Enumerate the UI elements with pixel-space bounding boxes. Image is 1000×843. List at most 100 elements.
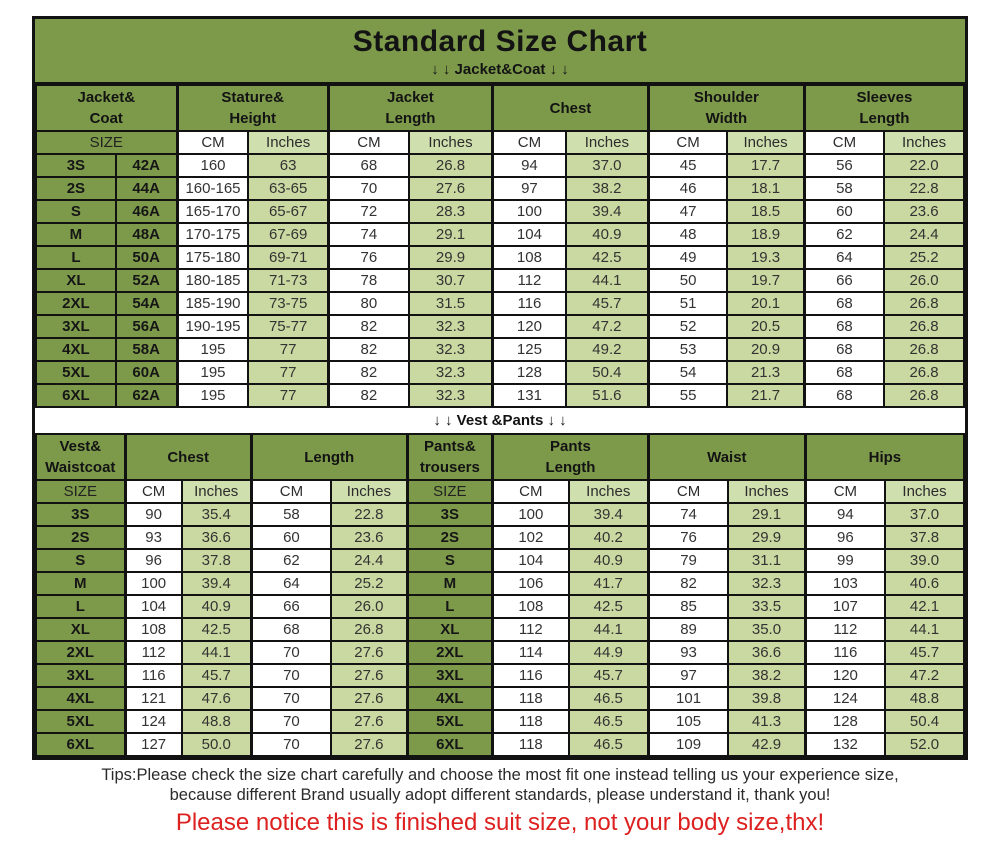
column-header-stature-height: Stature& Height <box>176 84 330 132</box>
pants-length-inches-cell: 46.5 <box>567 709 650 734</box>
jacket-length-cm-cell: 82 <box>327 383 411 408</box>
jacket-length-inches-cell: 26.8 <box>408 153 495 178</box>
table-row: 3S 90 35.4 58 22.8 3S 100 39.4 74 29.1 94 37.0 <box>34 502 965 527</box>
sleeves-cm-cell: 58 <box>803 176 886 201</box>
table-row: 3XL 116 45.7 70 27.6 3XL 116 45.7 97 38.2 120 47.2 <box>34 663 965 688</box>
cm-header-cell: CM <box>647 479 730 504</box>
waist-cm-cell: 109 <box>647 732 730 757</box>
jacket-length-inches-cell: 32.3 <box>408 360 495 385</box>
column-header-pants-length: Pants Length <box>491 433 650 481</box>
pants-length-cm-cell: 118 <box>491 686 570 711</box>
hips-cm-cell: 103 <box>804 571 887 596</box>
sleeves-cm-cell: 68 <box>803 383 886 408</box>
size-code-cell: 48A <box>114 222 179 247</box>
vest-unit-header-row: SIZE CM Inches CM Inches SIZE CM Inches … <box>34 479 965 504</box>
pants-size-cell: 4XL <box>406 686 495 711</box>
shoulder-cm-cell: 45 <box>647 153 729 178</box>
vest-length-inches-cell: 23.6 <box>330 525 409 550</box>
chest-inches-cell: 47.2 <box>564 314 650 339</box>
table-row: S 96 37.8 62 24.4 S 104 40.9 79 31.1 99 39.0 <box>34 548 965 573</box>
waist-inches-cell: 36.6 <box>727 640 807 665</box>
stature-cm-cell: 160-165 <box>176 176 250 201</box>
vest-length-inches-cell: 27.6 <box>330 686 409 711</box>
vest-length-inches-cell: 26.0 <box>330 594 409 619</box>
size-code-cell: 44A <box>114 176 179 201</box>
vest-table-body: 3S 90 35.4 58 22.8 3S 100 39.4 74 29.1 94 37.0 2S 93 3… <box>34 502 965 757</box>
sleeves-cm-cell: 68 <box>803 291 886 316</box>
sleeves-inches-cell: 23.6 <box>883 199 965 224</box>
pants-length-cm-cell: 112 <box>491 617 570 642</box>
jacket-length-inches-cell: 31.5 <box>408 291 495 316</box>
page-title: Standard Size Chart <box>352 25 648 58</box>
waist-inches-cell: 41.3 <box>727 709 807 734</box>
pants-size-cell: S <box>406 548 495 573</box>
size-chart: Standard Size Chart ↓ ↓ Jacket&Coat ↓ ↓ … <box>32 16 968 760</box>
size-header-cell: SIZE <box>34 479 127 504</box>
hips-cm-cell: 120 <box>804 663 887 688</box>
sleeves-inches-cell: 24.4 <box>883 222 965 247</box>
jacket-length-inches-cell: 32.3 <box>408 383 495 408</box>
stature-inches-cell: 77 <box>247 337 330 362</box>
stature-inches-cell: 65-67 <box>247 199 330 224</box>
size-cell: M <box>35 222 117 247</box>
table-row: XL 52A 180-185 71-73 78 30.7 112 44.1 50 19.7 66 26… <box>35 268 965 293</box>
jacket-length-inches-cell: 27.6 <box>408 176 495 201</box>
waist-inches-cell: 42.9 <box>727 732 807 757</box>
stature-cm-cell: 195 <box>176 383 250 408</box>
vest-chest-cm-cell: 116 <box>124 663 183 688</box>
cm-header-cell: CM <box>327 130 411 155</box>
sleeves-inches-cell: 26.8 <box>883 314 965 339</box>
vest-length-cm-cell: 70 <box>250 663 333 688</box>
vest-chest-inches-cell: 35.4 <box>180 502 253 527</box>
pants-size-cell: 2XL <box>406 640 495 665</box>
jacket-length-inches-cell: 29.1 <box>408 222 495 247</box>
sleeves-cm-cell: 56 <box>803 153 886 178</box>
sleeves-cm-cell: 60 <box>803 199 886 224</box>
table-row: M 48A 170-175 67-69 74 29.1 104 40.9 48 18.9 62 24.… <box>35 222 965 247</box>
shoulder-inches-cell: 20.9 <box>726 337 806 362</box>
waist-cm-cell: 74 <box>647 502 730 527</box>
shoulder-inches-cell: 17.7 <box>726 153 806 178</box>
vest-length-cm-cell: 66 <box>250 594 333 619</box>
inches-header-cell: Inches <box>247 130 330 155</box>
chest-inches-cell: 38.2 <box>564 176 650 201</box>
waist-cm-cell: 82 <box>647 571 730 596</box>
waist-inches-cell: 38.2 <box>727 663 807 688</box>
column-header-sleeves-length: Sleeves Length <box>803 84 965 132</box>
vest-size-cell: 3S <box>34 502 127 527</box>
shoulder-cm-cell: 52 <box>647 314 729 339</box>
pants-length-cm-cell: 118 <box>491 709 570 734</box>
column-header-vest-chest: Chest <box>124 433 253 481</box>
cm-header-cell: CM <box>124 479 183 504</box>
table-row: 6XL 62A 195 77 82 32.3 131 51.6 55 21.7 68 26.8 <box>35 383 965 408</box>
shoulder-cm-cell: 51 <box>647 291 729 316</box>
hips-inches-cell: 45.7 <box>884 640 965 665</box>
cm-header-cell: CM <box>804 479 887 504</box>
vest-chest-cm-cell: 124 <box>124 709 183 734</box>
finished-size-notice: Please notice this is finished suit size… <box>175 809 825 836</box>
hips-cm-cell: 132 <box>804 732 887 757</box>
vest-length-cm-cell: 70 <box>250 686 333 711</box>
chest-inches-cell: 39.4 <box>564 199 650 224</box>
inches-header-cell: Inches <box>180 479 253 504</box>
vest-chest-inches-cell: 42.5 <box>180 617 253 642</box>
pants-length-cm-cell: 108 <box>491 594 570 619</box>
waist-inches-cell: 29.1 <box>727 502 807 527</box>
pants-length-inches-cell: 44.9 <box>567 640 650 665</box>
cm-header-cell: CM <box>803 130 886 155</box>
sleeves-inches-cell: 22.8 <box>883 176 965 201</box>
chest-inches-cell: 51.6 <box>564 383 650 408</box>
hips-cm-cell: 107 <box>804 594 887 619</box>
hips-cm-cell: 116 <box>804 640 887 665</box>
pants-length-inches-cell: 41.7 <box>567 571 650 596</box>
stature-cm-cell: 165-170 <box>176 199 250 224</box>
size-code-cell: 50A <box>114 245 179 270</box>
pants-length-cm-cell: 118 <box>491 732 570 757</box>
size-cell: 3S <box>35 153 117 178</box>
size-header-cell: SIZE <box>406 479 495 504</box>
jacket-group-header-row: Jacket& Coat Stature& Height Jacket Leng… <box>34 84 965 132</box>
table-row: 6XL 127 50.0 70 27.6 6XL 118 46.5 109 42.9 132 52.0 <box>34 732 965 757</box>
stature-cm-cell: 185-190 <box>176 291 250 316</box>
vest-size-cell: 2S <box>34 525 127 550</box>
